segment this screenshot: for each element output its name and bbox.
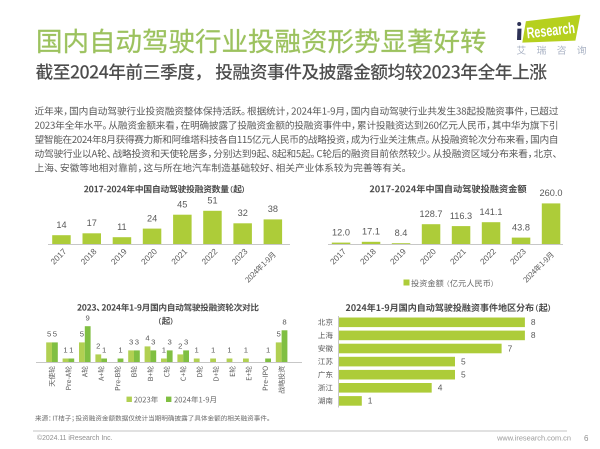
svg-text:2017: 2017 xyxy=(48,246,68,266)
svg-text:www.iresearch.com.cn: www.iresearch.com.cn xyxy=(496,434,571,443)
svg-text:1: 1 xyxy=(244,346,248,355)
svg-text:5: 5 xyxy=(47,330,51,339)
svg-text:3: 3 xyxy=(168,338,172,347)
svg-text:17: 17 xyxy=(87,218,97,228)
svg-text:8: 8 xyxy=(531,317,536,327)
svg-text:11: 11 xyxy=(117,222,127,232)
svg-text:1: 1 xyxy=(195,346,199,355)
svg-text:1: 1 xyxy=(102,346,106,355)
svg-text:45: 45 xyxy=(177,200,187,210)
svg-text:3: 3 xyxy=(135,338,139,347)
svg-text:5: 5 xyxy=(461,356,466,366)
svg-text:5: 5 xyxy=(80,330,84,339)
svg-text:3: 3 xyxy=(184,338,188,347)
svg-text:128.7: 128.7 xyxy=(420,209,443,219)
svg-text:2020: 2020 xyxy=(139,246,159,266)
svg-text:5: 5 xyxy=(53,330,57,339)
svg-text:2: 2 xyxy=(178,342,182,351)
svg-text:8: 8 xyxy=(282,318,286,327)
svg-text:6: 6 xyxy=(584,434,589,443)
svg-text:8: 8 xyxy=(531,330,536,340)
svg-text:1: 1 xyxy=(69,346,73,355)
svg-text:3: 3 xyxy=(151,338,155,347)
svg-text:1: 1 xyxy=(266,346,270,355)
svg-text:4: 4 xyxy=(438,383,443,393)
svg-text:4: 4 xyxy=(145,334,150,343)
svg-text:2021: 2021 xyxy=(169,246,189,266)
svg-text:2018: 2018 xyxy=(78,246,98,266)
svg-text:2020: 2020 xyxy=(418,246,438,266)
svg-text:9: 9 xyxy=(86,313,90,322)
svg-text:5: 5 xyxy=(277,330,281,339)
svg-text:51: 51 xyxy=(207,196,217,206)
svg-text:2022: 2022 xyxy=(478,246,498,266)
svg-text:116.3: 116.3 xyxy=(450,211,472,221)
svg-text:7: 7 xyxy=(508,343,513,353)
svg-text:32: 32 xyxy=(238,208,248,218)
svg-text:2022: 2022 xyxy=(199,246,219,266)
svg-text:141.1: 141.1 xyxy=(480,207,503,217)
svg-text:24: 24 xyxy=(147,213,157,223)
svg-text:38: 38 xyxy=(268,204,278,214)
svg-text:1: 1 xyxy=(63,346,67,355)
svg-text:©2024.11 iResearch Inc.: ©2024.11 iResearch Inc. xyxy=(37,434,113,442)
svg-text:2023: 2023 xyxy=(508,246,528,266)
svg-text:8.4: 8.4 xyxy=(395,228,408,238)
svg-text:2018: 2018 xyxy=(358,246,378,266)
svg-text:1: 1 xyxy=(162,346,166,355)
svg-text:2023: 2023 xyxy=(229,246,249,266)
svg-text:2019: 2019 xyxy=(388,246,408,266)
svg-text:1: 1 xyxy=(227,346,231,355)
svg-text:2: 2 xyxy=(96,342,100,351)
svg-text:43.8: 43.8 xyxy=(512,222,530,232)
svg-text:260.0: 260.0 xyxy=(540,188,563,198)
svg-text:1: 1 xyxy=(211,346,215,355)
svg-text:2017: 2017 xyxy=(328,246,348,266)
svg-text:2021: 2021 xyxy=(448,246,468,266)
svg-text:14: 14 xyxy=(56,220,66,230)
svg-text:5: 5 xyxy=(461,370,466,380)
svg-text:17.1: 17.1 xyxy=(362,227,380,237)
svg-text:1: 1 xyxy=(368,396,373,406)
svg-text:1: 1 xyxy=(118,346,122,355)
svg-text:12.0: 12.0 xyxy=(332,227,350,237)
svg-text:3: 3 xyxy=(129,338,133,347)
svg-text:Research: Research xyxy=(526,20,576,42)
svg-text:2019: 2019 xyxy=(109,246,129,266)
